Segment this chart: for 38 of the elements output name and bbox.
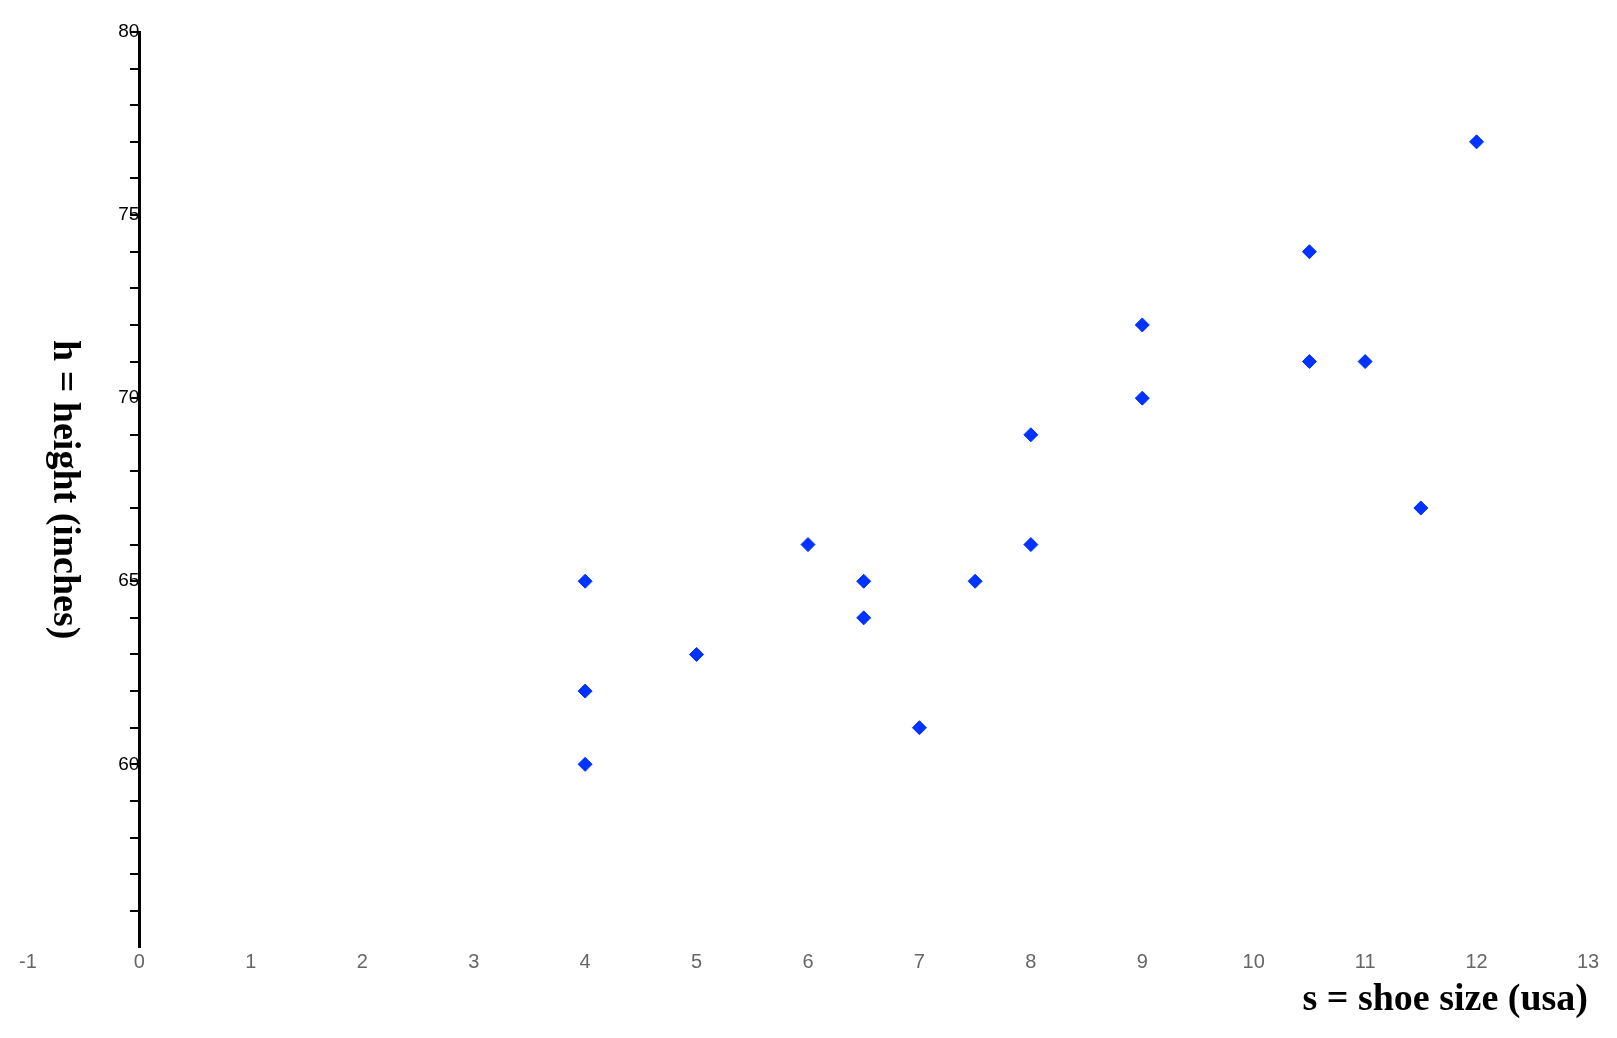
y-tick-label: 65 (118, 569, 140, 591)
point (856, 610, 872, 626)
x-tick-label: 7 (913, 949, 925, 972)
y-axis-title: h = height (inches) (44, 340, 88, 640)
point (1301, 354, 1317, 370)
x-tick-label: 12 (1465, 949, 1488, 972)
point (856, 573, 872, 589)
point (1023, 537, 1039, 553)
x-tick-label: 13 (1576, 949, 1600, 972)
point (577, 756, 593, 772)
point (1134, 390, 1150, 406)
point (689, 646, 705, 662)
x-tick-label: 6 (802, 949, 814, 972)
y-tick-label: 75 (118, 203, 140, 225)
x-tick-label: 11 (1354, 949, 1376, 972)
x-tick-label: -1 (19, 949, 37, 972)
x-tick-label: 10 (1242, 949, 1265, 972)
x-tick-label: 9 (1136, 949, 1148, 972)
point (1357, 354, 1373, 370)
x-tick-label: 2 (356, 949, 368, 972)
point (577, 573, 593, 589)
x-tick-label: 4 (579, 949, 591, 972)
point (967, 573, 983, 589)
point (1413, 500, 1429, 516)
point (1469, 134, 1485, 150)
y-tick-label: 80 (118, 20, 140, 42)
x-tick-label: 1 (245, 949, 257, 972)
point (800, 537, 816, 553)
x-tick-label: 0 (133, 949, 145, 972)
point (1301, 244, 1317, 260)
x-tick-label: 3 (468, 949, 480, 972)
point (577, 683, 593, 699)
point (1134, 317, 1150, 333)
point (911, 720, 927, 736)
x-axis-title: s = shoe size (usa) (1302, 976, 1588, 1020)
x-tick-label: 5 (691, 949, 703, 972)
x-tick-label: 8 (1025, 949, 1037, 972)
point (1023, 427, 1039, 443)
